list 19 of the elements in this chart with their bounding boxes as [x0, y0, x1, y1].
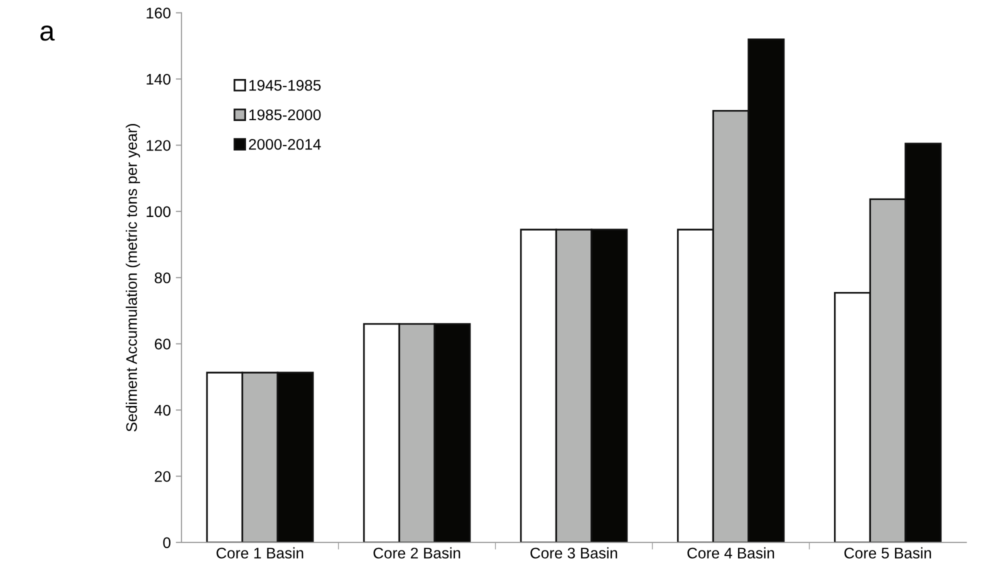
x-tick-label: Core 5 Basin [844, 547, 931, 559]
y-tick-label: 80 [154, 272, 170, 284]
y-tick-label: 140 [146, 74, 170, 85]
x-tick-label: Core 3 Basin [530, 547, 618, 559]
legend-label: 2000-2014 [248, 138, 321, 150]
x-tick-label: Core 2 Basin [374, 547, 460, 559]
text: a [40, 26, 55, 41]
legend-label: 1985-2000 [249, 109, 321, 120]
x-tick-label: Core 4 Basin [687, 547, 774, 559]
y-tick-label: 40 [154, 404, 170, 416]
y-axis-title: Sediment Accumulation (metric tons per year) [126, 124, 140, 432]
y-tick-label: 0 [163, 537, 170, 548]
y-tick-label: 120 [146, 140, 170, 151]
legend-label: 1945-1985 [249, 80, 321, 91]
y-tick-label: 160 [146, 8, 170, 18]
x-tick-label: Core 1 Basin [216, 547, 304, 559]
y-tick-label: 100 [146, 206, 170, 218]
y-tick-label: 60 [154, 338, 170, 350]
y-tick-label: 20 [154, 471, 170, 482]
